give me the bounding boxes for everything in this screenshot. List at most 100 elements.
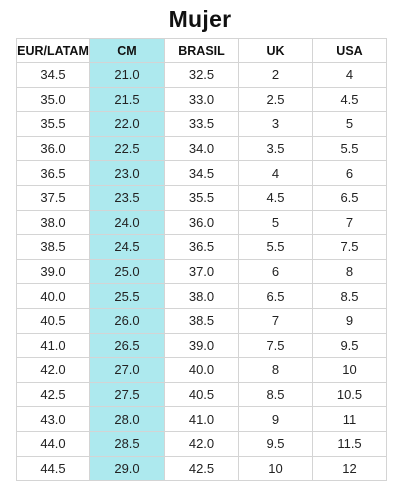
uk-cell: 2.5 [238,86,313,113]
cm-cell: 24.5 [89,234,165,260]
usa-cell: 10 [312,357,387,383]
eur-latam-cell: 35.0 [16,86,90,113]
brasil-cell: 40.0 [164,357,239,383]
header-row: EUR/LATAM CM BRASIL UK USA [16,38,387,63]
eur-latam-cell: 42.0 [16,357,90,383]
cm-cell: 28.0 [89,406,165,432]
header-brasil: BRASIL [164,38,239,63]
usa-cell: 4.5 [312,86,387,113]
table-row: 36.0 22.5 34.0 3.5 5.5 [16,135,387,162]
brasil-cell: 38.0 [164,283,239,309]
size-chart-table: EUR/LATAM CM BRASIL UK USA 34.5 21.0 32.5 2… [16,38,387,482]
header-cm: CM [89,38,165,63]
cm-cell: 25.0 [89,258,165,285]
usa-cell: 6 [312,160,387,186]
table-row: 36.5 23.0 34.5 4 6 [16,160,387,186]
table-row: 34.5 21.0 32.5 2 4 [16,62,387,88]
uk-cell: 10 [238,455,313,482]
header-uk: UK [238,38,313,63]
usa-cell: 12 [312,455,387,482]
page-title: Mujer [168,6,232,32]
brasil-cell: 38.5 [164,307,239,334]
cm-cell: 24.0 [89,209,165,236]
cm-cell: 23.5 [89,184,165,211]
eur-latam-cell: 44.0 [16,430,90,457]
brasil-cell: 32.5 [164,62,239,88]
eur-latam-cell: 37.5 [16,184,90,211]
brasil-cell: 40.5 [164,381,239,408]
uk-cell: 9.5 [238,430,313,457]
cm-cell: 27.0 [89,357,165,383]
header-usa: USA [312,38,387,63]
cm-cell: 22.5 [89,135,165,162]
usa-cell: 5.5 [312,135,387,162]
brasil-cell: 42.5 [164,455,239,482]
usa-cell: 5 [312,111,387,137]
brasil-cell: 36.5 [164,234,239,260]
table-row: 44.0 28.5 42.0 9.5 11.5 [16,430,387,457]
cm-cell: 21.0 [89,62,165,88]
eur-latam-cell: 34.5 [16,62,90,88]
brasil-cell: 39.0 [164,332,239,359]
table-row: 42.0 27.0 40.0 8 10 [16,357,387,383]
uk-cell: 8.5 [238,381,313,408]
table-row: 38.5 24.5 36.5 5.5 7.5 [16,234,387,260]
cm-cell: 26.0 [89,307,165,334]
table-row: 40.5 26.0 38.5 7 9 [16,307,387,334]
usa-cell: 7.5 [312,234,387,260]
brasil-cell: 41.0 [164,406,239,432]
uk-cell: 3 [238,111,313,137]
cm-cell: 26.5 [89,332,165,359]
cm-cell: 23.0 [89,160,165,186]
table-row: 40.0 25.5 38.0 6.5 8.5 [16,283,387,309]
cm-cell: 27.5 [89,381,165,408]
eur-latam-cell: 41.0 [16,332,90,359]
table-row: 39.0 25.0 37.0 6 8 [16,258,387,285]
usa-cell: 7 [312,209,387,236]
uk-cell: 8 [238,357,313,383]
uk-cell: 2 [238,62,313,88]
usa-cell: 6.5 [312,184,387,211]
brasil-cell: 37.0 [164,258,239,285]
header-eur-latam: EUR/LATAM [16,38,90,63]
eur-latam-cell: 35.5 [16,111,90,137]
brasil-cell: 33.5 [164,111,239,137]
cm-cell: 21.5 [89,86,165,113]
eur-latam-cell: 42.5 [16,381,90,408]
uk-cell: 6 [238,258,313,285]
brasil-cell: 34.0 [164,135,239,162]
table-row: 38.0 24.0 36.0 5 7 [16,209,387,236]
uk-cell: 9 [238,406,313,432]
cm-cell: 22.0 [89,111,165,137]
usa-cell: 11 [312,406,387,432]
table-row: 43.0 28.0 41.0 9 11 [16,406,387,432]
usa-cell: 8.5 [312,283,387,309]
usa-cell: 4 [312,62,387,88]
table-row: 35.5 22.0 33.5 3 5 [16,111,387,137]
cm-cell: 25.5 [89,283,165,309]
cm-cell: 29.0 [89,455,165,482]
brasil-cell: 36.0 [164,209,239,236]
brasil-cell: 42.0 [164,430,239,457]
table-row: 42.5 27.5 40.5 8.5 10.5 [16,381,387,408]
eur-latam-cell: 36.5 [16,160,90,186]
eur-latam-cell: 36.0 [16,135,90,162]
uk-cell: 4.5 [238,184,313,211]
brasil-cell: 34.5 [164,160,239,186]
brasil-cell: 35.5 [164,184,239,211]
uk-cell: 5.5 [238,234,313,260]
cm-cell: 28.5 [89,430,165,457]
eur-latam-cell: 40.5 [16,307,90,334]
uk-cell: 3.5 [238,135,313,162]
table-row: 41.0 26.5 39.0 7.5 9.5 [16,332,387,359]
eur-latam-cell: 44.5 [16,455,90,482]
usa-cell: 9 [312,307,387,334]
size-rows: 34.5 21.0 32.5 2 4 35.0 21.5 33.0 2.5 4.5 35.5 22.0… [16,62,387,482]
usa-cell: 10.5 [312,381,387,408]
table-row: 35.0 21.5 33.0 2.5 4.5 [16,86,387,113]
table-row: 37.5 23.5 35.5 4.5 6.5 [16,184,387,211]
usa-cell: 8 [312,258,387,285]
eur-latam-cell: 40.0 [16,283,90,309]
usa-cell: 9.5 [312,332,387,359]
eur-latam-cell: 43.0 [16,406,90,432]
